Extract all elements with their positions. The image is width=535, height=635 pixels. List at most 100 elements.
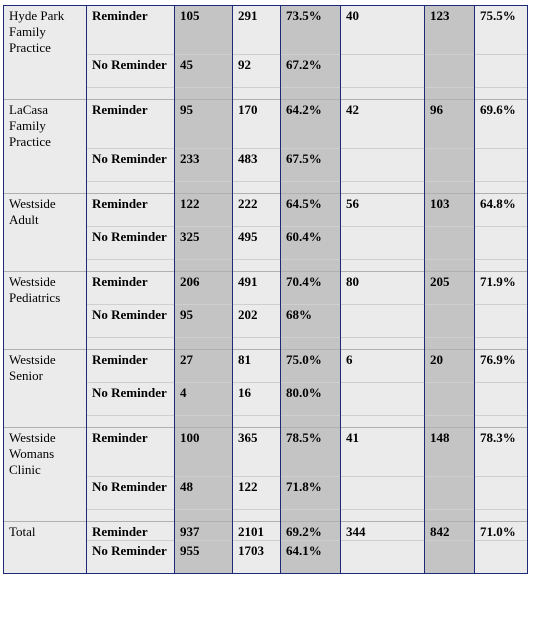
value-cell: 64.2% — [280, 99, 341, 149]
table-row: Westside Senior Reminder 27 81 75.0% 6 20 76.9% — [3, 349, 528, 428]
value-cell: 105 — [174, 5, 233, 55]
table-row: No Reminder 95 202 68% — [4, 304, 528, 338]
empty-cell — [474, 540, 528, 574]
empty-cell — [174, 259, 233, 272]
value-cell: 206 — [174, 271, 233, 305]
value-cell: 2101 — [232, 521, 281, 541]
value-cell: 148 — [424, 427, 475, 477]
empty-cell — [340, 148, 425, 182]
spacer-row — [4, 181, 528, 194]
practice-name-cell: LaCasa Family Practice — [3, 99, 87, 194]
empty-cell — [474, 226, 528, 260]
empty-cell — [424, 54, 475, 88]
empty-cell — [174, 509, 233, 522]
value-cell: 41 — [340, 427, 425, 477]
value-cell: 1703 — [232, 540, 281, 574]
empty-cell — [424, 540, 475, 574]
empty-cell — [474, 476, 528, 510]
table-row: Total Reminder 937 2101 69.2% 344 842 71.0% — [3, 521, 528, 574]
empty-cell — [174, 337, 233, 350]
group-label-cell: Reminder — [86, 427, 175, 477]
table-row: No Reminder 4 16 80.0% — [4, 382, 528, 416]
empty-cell — [424, 87, 475, 100]
table-row: Hyde Park Family Practice Reminder 105 291 7… — [3, 5, 528, 100]
empty-cell — [340, 540, 425, 574]
empty-cell — [424, 509, 475, 522]
empty-cell — [174, 87, 233, 100]
empty-cell — [232, 509, 281, 522]
value-cell: 71.0% — [474, 521, 528, 541]
empty-cell — [86, 259, 175, 272]
empty-cell — [340, 304, 425, 338]
value-cell: 103 — [424, 193, 475, 227]
empty-cell — [280, 509, 341, 522]
empty-cell — [280, 415, 341, 428]
empty-cell — [232, 415, 281, 428]
value-cell: 60.4% — [280, 226, 341, 260]
empty-cell — [340, 226, 425, 260]
value-cell: 70.4% — [280, 271, 341, 305]
empty-cell — [86, 337, 175, 350]
value-cell: 92 — [232, 54, 281, 88]
value-cell: 78.5% — [280, 427, 341, 477]
group-label-cell: Reminder — [86, 193, 175, 227]
value-cell: 71.9% — [474, 271, 528, 305]
empty-cell — [474, 54, 528, 88]
value-cell: 27 — [174, 349, 233, 383]
table-row: Westside Pediatrics Reminder 206 491 70.4% 80… — [3, 271, 528, 350]
value-cell: 20 — [424, 349, 475, 383]
value-cell: 76.9% — [474, 349, 528, 383]
group-label-cell: Reminder — [86, 271, 175, 305]
value-cell: 73.5% — [280, 5, 341, 55]
empty-cell — [474, 181, 528, 194]
value-cell: 123 — [424, 5, 475, 55]
value-cell: 937 — [174, 521, 233, 541]
group-label-cell: Reminder — [86, 99, 175, 149]
value-cell: 56 — [340, 193, 425, 227]
empty-cell — [232, 87, 281, 100]
empty-cell — [174, 415, 233, 428]
practice-name-cell: Westside Adult — [3, 193, 87, 272]
spacer-row — [4, 509, 528, 522]
table-row: No Reminder 45 92 67.2% — [4, 54, 528, 88]
value-cell: 222 — [232, 193, 281, 227]
value-cell: 75.5% — [474, 5, 528, 55]
empty-cell — [340, 509, 425, 522]
empty-cell — [86, 87, 175, 100]
empty-cell — [86, 509, 175, 522]
empty-cell — [474, 509, 528, 522]
empty-cell — [340, 87, 425, 100]
value-cell: 4 — [174, 382, 233, 416]
value-cell: 95 — [174, 304, 233, 338]
spacer-row — [4, 415, 528, 428]
empty-cell — [474, 337, 528, 350]
empty-cell — [424, 304, 475, 338]
value-cell: 100 — [174, 427, 233, 477]
empty-cell — [424, 226, 475, 260]
table-row: No Reminder 233 483 67.5% — [4, 148, 528, 182]
value-cell: 64.1% — [280, 540, 341, 574]
value-cell: 75.0% — [280, 349, 341, 383]
empty-cell — [340, 337, 425, 350]
results-table-container: Hyde Park Family Practice Reminder 105 291 7… — [3, 5, 528, 574]
empty-cell — [474, 382, 528, 416]
empty-cell — [474, 304, 528, 338]
empty-cell — [474, 415, 528, 428]
empty-cell — [340, 259, 425, 272]
value-cell: 67.5% — [280, 148, 341, 182]
empty-cell — [424, 337, 475, 350]
reminder-results-table: Hyde Park Family Practice Reminder 105 291 7… — [3, 5, 528, 574]
value-cell: 95 — [174, 99, 233, 149]
table-row: No Reminder 48 122 71.8% — [4, 476, 528, 510]
value-cell: 45 — [174, 54, 233, 88]
empty-cell — [474, 148, 528, 182]
value-cell: 491 — [232, 271, 281, 305]
empty-cell — [424, 148, 475, 182]
group-label-cell: Reminder — [86, 521, 175, 541]
practice-name-cell: Westside Pediatrics — [3, 271, 87, 350]
group-label-cell: No Reminder — [86, 54, 175, 88]
value-cell: 64.8% — [474, 193, 528, 227]
value-cell: 495 — [232, 226, 281, 260]
value-cell: 80.0% — [280, 382, 341, 416]
value-cell: 122 — [174, 193, 233, 227]
